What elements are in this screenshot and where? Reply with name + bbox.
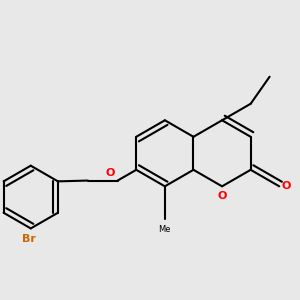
Text: Br: Br	[22, 234, 36, 244]
Text: Me: Me	[159, 225, 171, 234]
Text: O: O	[106, 168, 115, 178]
Text: O: O	[218, 191, 227, 201]
Text: O: O	[282, 181, 291, 191]
